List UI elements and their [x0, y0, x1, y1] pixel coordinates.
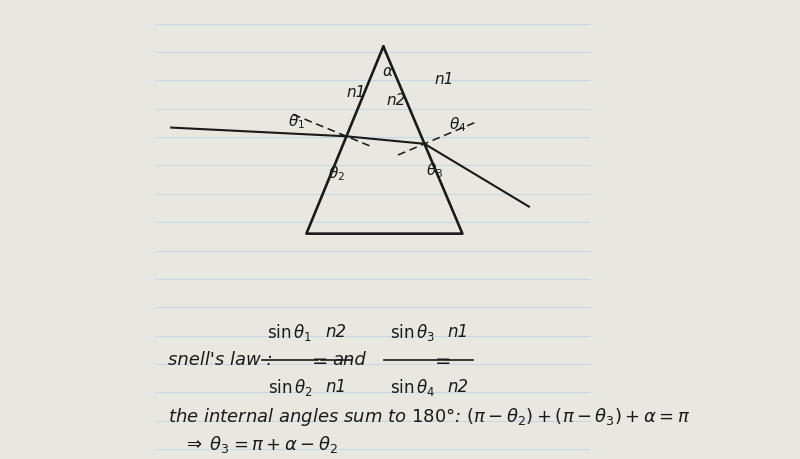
Text: n2: n2	[326, 324, 346, 341]
Text: $\alpha$: $\alpha$	[382, 64, 394, 79]
Text: and: and	[332, 351, 366, 369]
Text: n1: n1	[346, 85, 366, 100]
Text: $\sin\theta_4$: $\sin\theta_4$	[390, 377, 435, 398]
Text: $\theta_3$: $\theta_3$	[426, 162, 443, 180]
Text: $\sin\theta_1$: $\sin\theta_1$	[267, 322, 313, 343]
Text: $=$: $=$	[308, 350, 329, 369]
Text: $\sin\theta_2$: $\sin\theta_2$	[267, 377, 313, 398]
Text: n2: n2	[447, 378, 469, 397]
Text: $\theta_4$: $\theta_4$	[449, 116, 466, 134]
Text: n2: n2	[386, 93, 406, 108]
Text: $\Rightarrow\;\theta_3 = \pi + \alpha - \theta_2$: $\Rightarrow\;\theta_3 = \pi + \alpha - …	[183, 434, 338, 455]
Text: $\theta_1$: $\theta_1$	[288, 112, 305, 131]
Text: the internal angles sum to $180°$: $(\pi - \theta_2)+(\pi-\theta_3)+\alpha=\pi$: the internal angles sum to $180°$: $(\pi…	[168, 406, 690, 428]
Text: n1: n1	[326, 378, 346, 397]
Text: $\theta_2$: $\theta_2$	[327, 164, 345, 183]
Text: snell's law :: snell's law :	[168, 351, 272, 369]
Text: n1: n1	[447, 324, 469, 341]
Text: $=$: $=$	[430, 350, 450, 369]
Text: n1: n1	[434, 72, 454, 87]
Text: $\sin\theta_3$: $\sin\theta_3$	[390, 322, 435, 343]
